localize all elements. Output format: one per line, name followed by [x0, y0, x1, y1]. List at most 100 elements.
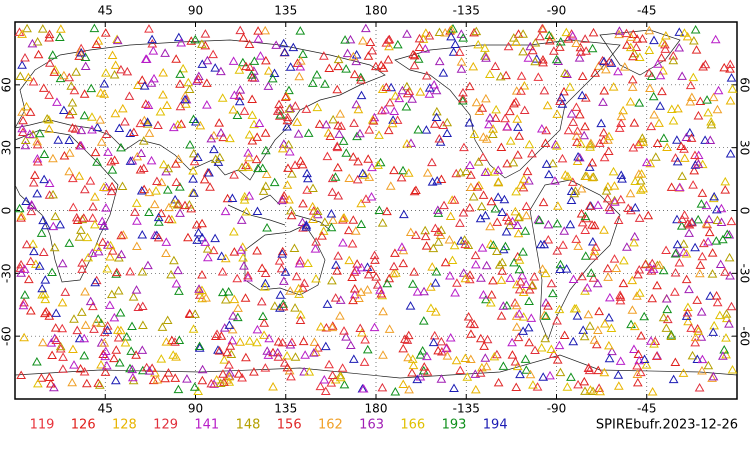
observation-marker	[131, 285, 142, 294]
observation-marker	[478, 132, 489, 141]
observation-marker	[677, 214, 688, 224]
observation-marker	[147, 34, 157, 44]
observation-marker	[67, 123, 78, 132]
observation-marker	[85, 176, 96, 185]
observation-marker	[204, 168, 214, 177]
observation-marker	[210, 63, 221, 72]
observation-marker	[544, 36, 555, 45]
observation-marker	[279, 47, 290, 57]
observation-marker	[725, 59, 736, 69]
observation-marker	[95, 115, 105, 124]
observation-marker	[581, 46, 591, 55]
observation-marker	[643, 210, 654, 220]
observation-marker	[475, 213, 486, 223]
observation-marker	[674, 257, 685, 267]
observation-marker	[608, 166, 619, 176]
lat-tick-label: 60	[738, 77, 750, 92]
observation-marker	[572, 126, 583, 135]
observation-marker	[666, 330, 677, 339]
observation-marker	[252, 245, 262, 255]
observation-marker	[128, 127, 139, 136]
observation-marker	[284, 146, 295, 156]
observation-marker	[258, 311, 268, 321]
observation-marker	[634, 264, 645, 274]
observation-marker	[16, 213, 26, 222]
observation-marker	[194, 284, 204, 293]
observation-marker	[692, 323, 703, 333]
observation-marker	[246, 70, 257, 79]
observation-marker	[442, 117, 453, 127]
observation-marker	[530, 345, 540, 355]
observation-marker	[355, 128, 365, 138]
observation-marker	[132, 151, 143, 161]
observation-marker	[384, 41, 394, 51]
observation-marker	[158, 90, 168, 99]
observation-marker	[661, 323, 672, 332]
observation-marker	[169, 255, 179, 265]
observation-marker	[140, 54, 151, 63]
observation-marker	[241, 352, 251, 362]
observation-marker	[721, 309, 732, 318]
observation-marker	[606, 323, 617, 332]
observation-marker	[527, 148, 537, 158]
observation-marker	[691, 45, 702, 54]
observation-marker	[433, 208, 444, 217]
observation-marker	[154, 217, 164, 226]
observation-marker	[14, 203, 25, 213]
observation-marker	[28, 76, 39, 86]
observation-marker	[299, 366, 309, 376]
observation-marker	[580, 93, 591, 102]
observation-marker	[16, 259, 26, 269]
observation-marker	[507, 337, 517, 347]
observation-marker	[137, 229, 148, 239]
observation-marker	[307, 78, 318, 87]
lon-tick-label: -135	[453, 402, 480, 416]
observation-marker	[711, 236, 722, 245]
observation-marker	[286, 210, 297, 220]
observation-marker	[604, 340, 614, 350]
observation-marker	[260, 278, 271, 288]
observation-marker	[476, 273, 486, 282]
observation-marker	[282, 362, 293, 372]
observation-marker	[175, 101, 186, 111]
observation-marker	[566, 109, 577, 118]
observation-marker	[534, 215, 545, 225]
observation-marker	[704, 214, 714, 224]
observation-marker	[180, 200, 190, 210]
observation-marker	[548, 349, 559, 358]
lat-tick-label: -60	[738, 326, 750, 346]
observation-marker	[197, 59, 208, 68]
observation-marker	[148, 46, 159, 55]
observation-marker	[625, 188, 636, 198]
observation-marker	[613, 66, 623, 76]
observation-marker	[496, 275, 507, 284]
observation-marker	[546, 344, 557, 354]
observation-marker	[455, 218, 465, 227]
observation-marker	[128, 292, 139, 301]
observation-marker	[518, 182, 529, 192]
observation-marker	[220, 206, 231, 216]
observation-marker	[511, 186, 521, 196]
observation-marker	[637, 33, 648, 43]
observation-marker	[413, 124, 424, 134]
observation-marker	[716, 217, 727, 226]
lon-tick-label: 135	[274, 4, 297, 18]
observation-marker	[142, 117, 153, 126]
observation-marker	[557, 153, 568, 163]
observation-marker	[304, 367, 315, 376]
observation-marker	[112, 325, 123, 334]
observation-marker	[188, 148, 199, 158]
observation-marker	[543, 219, 554, 229]
observation-marker	[19, 332, 29, 342]
observation-marker	[225, 368, 235, 377]
observation-marker	[40, 294, 51, 304]
observation-marker	[308, 348, 319, 357]
observation-marker	[148, 375, 159, 385]
observation-marker	[481, 134, 492, 143]
observation-marker	[519, 80, 530, 90]
observation-marker	[420, 231, 431, 241]
observation-marker	[521, 365, 532, 374]
observation-marker	[25, 306, 36, 315]
observation-marker	[701, 218, 712, 228]
observation-marker	[341, 64, 351, 73]
